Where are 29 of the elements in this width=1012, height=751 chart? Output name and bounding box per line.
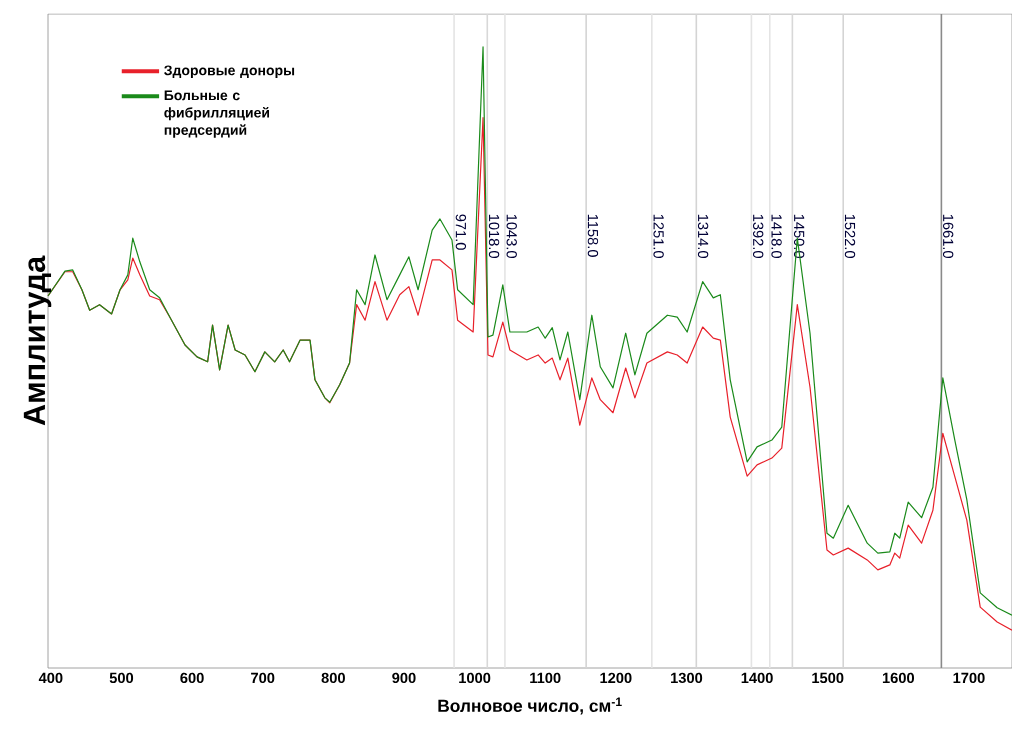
x-tick-label: 800 — [321, 672, 345, 684]
y-axis-title: Амплитуда — [23, 255, 52, 426]
ref-line-label: 1392.0 — [753, 214, 764, 258]
x-tick-label: 1000 — [459, 672, 491, 684]
legend-label: Здоровые доноры — [164, 65, 295, 79]
x-axis-title: Волновое число, см$^{-1}$ — [438, 697, 622, 715]
ref-line-label: 1522.0 — [844, 214, 856, 258]
x-tick-label: 1300 — [671, 672, 703, 684]
ref-line-label: 1450.0 — [793, 214, 805, 258]
x-tick-label: 900 — [392, 672, 416, 684]
x-tick-label: 1700 — [953, 672, 985, 684]
x-tick-label: 1500 — [812, 672, 844, 684]
x-tick-label: 1600 — [882, 672, 915, 684]
legend-label: Больные с фибрилляцией предсердий — [164, 90, 270, 138]
ref-line-label: 1661.0 — [942, 214, 954, 258]
x-tick-label: 1200 — [600, 672, 632, 684]
ref-line-label: 1158.0 — [587, 214, 599, 257]
ref-line-label: 1314.0 — [697, 214, 709, 258]
x-tick-label: 1100 — [530, 672, 561, 684]
ref-line-label: 1418.0 — [771, 214, 782, 258]
x-tick-label: 700 — [251, 672, 275, 684]
x-tick-label: 600 — [180, 672, 204, 684]
ref-line-label: 1018.0 — [488, 214, 500, 258]
ref-line-label: 1043.0 — [506, 214, 517, 258]
ref-line-label: 971.0 — [455, 214, 467, 250]
x-tick-label: 1400 — [741, 672, 773, 684]
ref-line-label: 1251.0 — [653, 214, 664, 258]
x-tick-label: 400 — [38, 672, 63, 684]
x-tick-label: 500 — [109, 672, 134, 684]
